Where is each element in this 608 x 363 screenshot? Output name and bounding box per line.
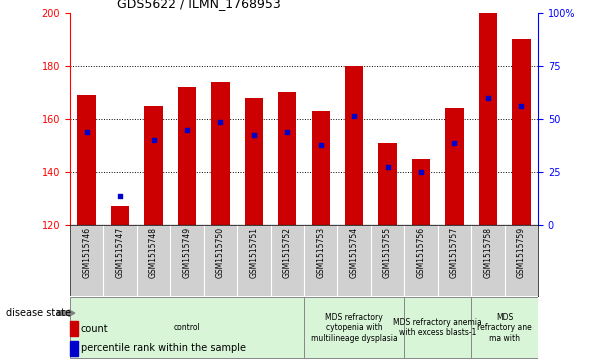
Bar	[178, 87, 196, 225]
Bar	[378, 143, 397, 225]
Text: GSM1515747: GSM1515747	[116, 227, 125, 278]
Bar	[77, 95, 96, 225]
Text: MDS refractory
cytopenia with
multilineage dysplasia: MDS refractory cytopenia with multilinea…	[311, 313, 398, 343]
Text: GSM1515753: GSM1515753	[316, 227, 325, 278]
Text: GSM1515759: GSM1515759	[517, 227, 526, 278]
Text: MDS
refractory ane
ma with: MDS refractory ane ma with	[477, 313, 532, 343]
Point	[115, 193, 125, 199]
Point	[249, 132, 259, 138]
Point	[449, 140, 460, 146]
Text: GSM1515749: GSM1515749	[182, 227, 192, 278]
Point	[282, 129, 292, 135]
Bar	[144, 106, 163, 225]
Text: GSM1515746: GSM1515746	[82, 227, 91, 278]
Point	[316, 143, 326, 148]
Bar	[478, 13, 497, 225]
Text: GDS5622 / ILMN_1768953: GDS5622 / ILMN_1768953	[117, 0, 280, 10]
Bar	[512, 39, 531, 225]
Point	[215, 119, 225, 125]
Bar	[304, 297, 404, 358]
Point	[81, 129, 91, 135]
Bar	[211, 82, 230, 225]
Bar	[244, 98, 263, 225]
Text: GSM1515756: GSM1515756	[416, 227, 426, 278]
Bar	[70, 297, 304, 358]
Point	[349, 113, 359, 119]
Text: GSM1515752: GSM1515752	[283, 227, 292, 278]
Point	[383, 164, 393, 170]
Bar	[278, 92, 297, 225]
Bar	[412, 159, 430, 225]
Bar	[404, 297, 471, 358]
Point	[416, 169, 426, 175]
Point	[517, 103, 527, 109]
Text: GSM1515754: GSM1515754	[350, 227, 359, 278]
Text: GSM1515758: GSM1515758	[483, 227, 492, 278]
Text: percentile rank within the sample: percentile rank within the sample	[81, 343, 246, 354]
Point	[148, 137, 158, 143]
Bar	[311, 111, 330, 225]
Text: GSM1515750: GSM1515750	[216, 227, 225, 278]
Point	[483, 95, 493, 101]
Text: count: count	[81, 323, 108, 334]
Text: MDS refractory anemia
with excess blasts-1: MDS refractory anemia with excess blasts…	[393, 318, 482, 337]
Point	[182, 127, 192, 132]
Bar	[471, 297, 538, 358]
Text: GSM1515751: GSM1515751	[249, 227, 258, 278]
Bar	[111, 207, 130, 225]
Text: GSM1515748: GSM1515748	[149, 227, 158, 278]
Bar	[345, 66, 364, 225]
Text: disease state: disease state	[6, 308, 71, 318]
Text: control: control	[174, 323, 200, 332]
Text: GSM1515755: GSM1515755	[383, 227, 392, 278]
Text: GSM1515757: GSM1515757	[450, 227, 459, 278]
Bar	[445, 108, 464, 225]
